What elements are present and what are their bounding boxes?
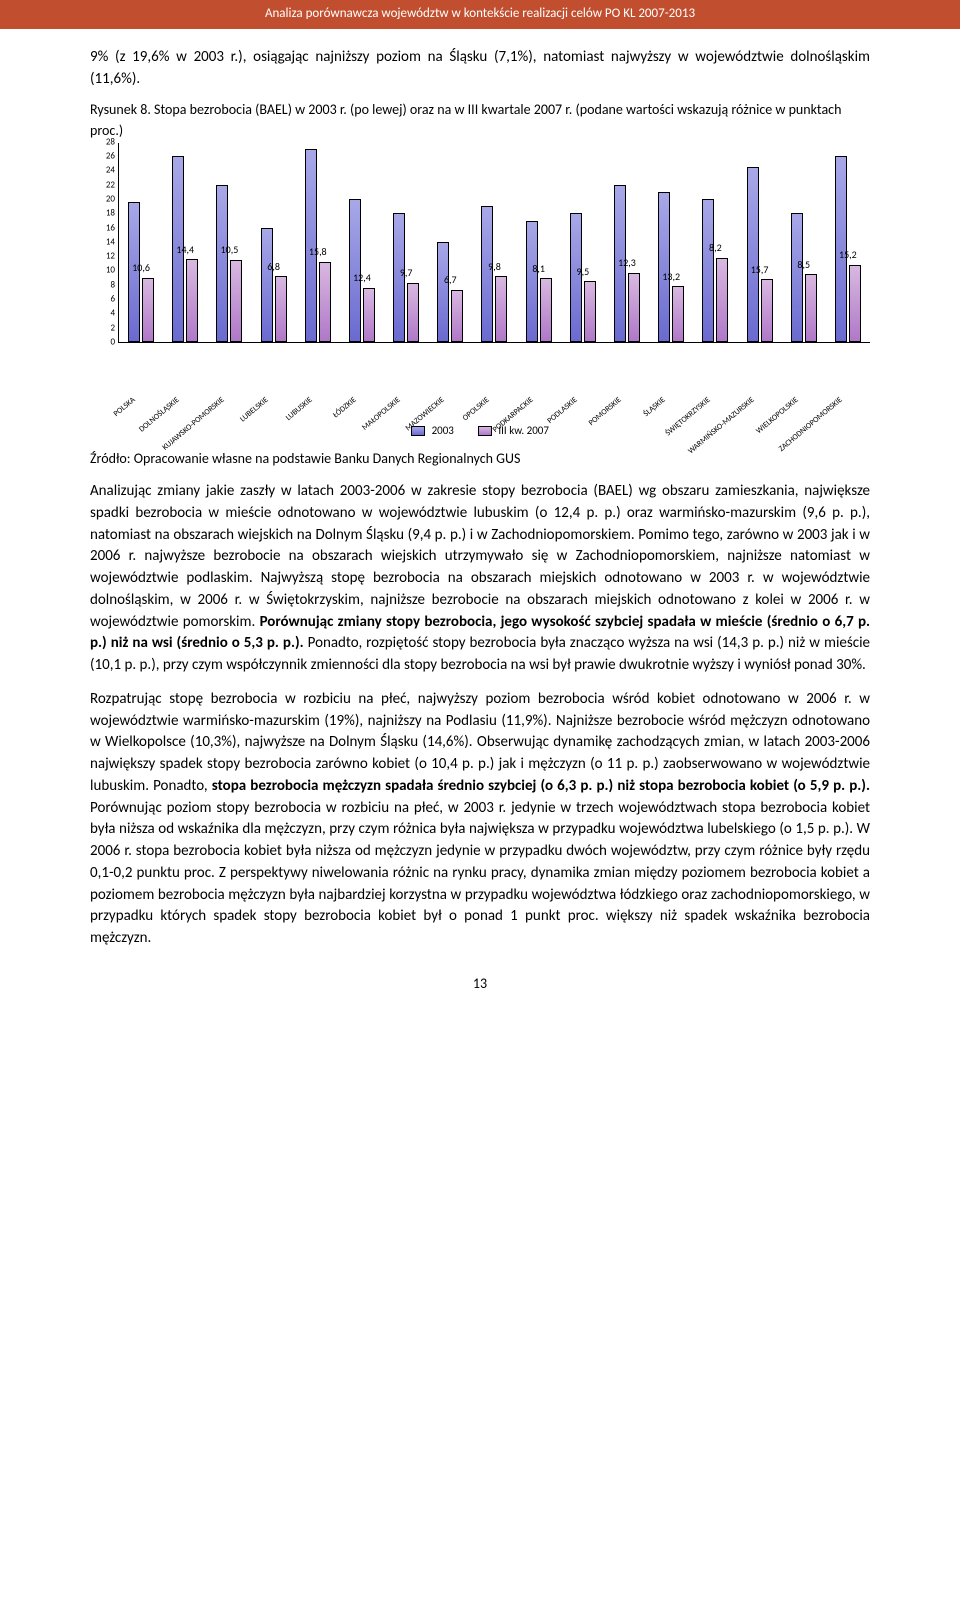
y-tick-label: 0 bbox=[93, 335, 115, 348]
bar-group: 10,5 bbox=[213, 142, 247, 342]
chart-x-labels: POLSKADOLNOŚLĄSKIEKUJAWSKO-POMORSKIELUBE… bbox=[118, 343, 870, 413]
bar-group: 9,8 bbox=[478, 142, 512, 342]
bar-diff-label: 14,4 bbox=[176, 243, 194, 258]
bar-diff-label: 15,2 bbox=[839, 248, 857, 263]
bar-diff-label: 13,2 bbox=[662, 270, 680, 285]
bar-2007 bbox=[849, 265, 861, 342]
p2-bold: stopa bezrobocia mężczyzn spadała średni… bbox=[212, 777, 870, 795]
page-number: 13 bbox=[90, 974, 870, 994]
bar-group: 8,5 bbox=[787, 142, 821, 342]
bar-group: 6,7 bbox=[434, 142, 468, 342]
page-header: Analiza porównawcza województw w kontekś… bbox=[0, 0, 960, 29]
bar-2007 bbox=[230, 260, 242, 342]
y-tick-label: 10 bbox=[93, 264, 115, 277]
figure-caption: Rysunek 8. Stopa bezrobocia (BAEL) w 200… bbox=[90, 100, 870, 141]
chart-source: Źródło: Opracowanie własne na podstawie … bbox=[90, 449, 870, 469]
y-tick-label: 18 bbox=[93, 207, 115, 220]
bar-2007 bbox=[363, 288, 375, 342]
y-tick-label: 6 bbox=[93, 293, 115, 306]
bar-diff-label: 8,1 bbox=[532, 262, 545, 277]
bar-2007 bbox=[495, 276, 507, 342]
bar-diff-label: 6,7 bbox=[444, 273, 457, 288]
legend-item-2007: III kw. 2007 bbox=[478, 423, 549, 439]
y-tick-label: 12 bbox=[93, 250, 115, 263]
bar-2007 bbox=[142, 278, 154, 342]
x-category-label: LUBELSKIE bbox=[238, 395, 271, 426]
y-tick-label: 16 bbox=[93, 221, 115, 234]
bar-2003 bbox=[702, 199, 714, 342]
bar-2003 bbox=[658, 192, 670, 342]
p1-part-a: Analizując zmiany jakie zaszły w latach … bbox=[90, 482, 870, 631]
bar-2003 bbox=[747, 167, 759, 342]
bar-2003 bbox=[526, 221, 538, 342]
bar-group: 14,4 bbox=[168, 142, 202, 342]
bar-group: 10,6 bbox=[124, 142, 158, 342]
bar-diff-label: 9,5 bbox=[577, 265, 590, 280]
bar-2007 bbox=[407, 283, 419, 342]
bar-diff-label: 15,8 bbox=[309, 245, 327, 260]
p2-part-b: Porównując poziom stopy bezrobocia w roz… bbox=[90, 799, 870, 948]
bar-2007 bbox=[540, 278, 552, 342]
bar-group: 6,8 bbox=[257, 142, 291, 342]
y-tick-label: 4 bbox=[93, 307, 115, 320]
bar-2007 bbox=[319, 262, 331, 342]
y-tick-label: 8 bbox=[93, 278, 115, 291]
bar-diff-label: 15,7 bbox=[751, 263, 769, 278]
body-paragraph-2: Rozpatrując stopę bezrobocia w rozbiciu … bbox=[90, 689, 870, 950]
bar-group: 8,2 bbox=[699, 142, 733, 342]
bar-diff-label: 9,7 bbox=[400, 266, 413, 281]
bar-2007 bbox=[716, 258, 728, 342]
bar-diff-label: 10,5 bbox=[221, 243, 239, 258]
x-category-label: POLSKA bbox=[112, 395, 139, 420]
bar-group: 12,4 bbox=[345, 142, 379, 342]
bar-2007 bbox=[451, 290, 463, 342]
bar-2003 bbox=[791, 213, 803, 342]
bar-diff-label: 8,2 bbox=[709, 241, 722, 256]
chart-container: 024681012141618202224262810,614,410,56,8… bbox=[90, 143, 870, 439]
y-tick-label: 26 bbox=[93, 150, 115, 163]
bar-diff-label: 9,8 bbox=[488, 260, 501, 275]
x-category-label: OPOLSKIE bbox=[460, 395, 492, 424]
legend-label-2003: 2003 bbox=[432, 424, 454, 437]
bar-2007 bbox=[275, 276, 287, 342]
bar-2007 bbox=[584, 281, 596, 342]
x-category-label: LUBUSKIE bbox=[284, 395, 316, 424]
y-tick-label: 14 bbox=[93, 235, 115, 248]
page-content: 9% (z 19,6% w 2003 r.), osiągając najniż… bbox=[0, 29, 960, 1014]
y-tick-label: 24 bbox=[93, 164, 115, 177]
bar-group: 13,2 bbox=[654, 142, 688, 342]
bar-diff-label: 6,8 bbox=[267, 260, 280, 275]
bar-2003 bbox=[261, 228, 273, 342]
bar-2007 bbox=[186, 259, 198, 342]
chart-legend: 2003 III kw. 2007 bbox=[90, 423, 870, 439]
bar-group: 9,7 bbox=[389, 142, 423, 342]
body-paragraph-1: Analizując zmiany jakie zaszły w latach … bbox=[90, 481, 870, 677]
y-tick-label: 22 bbox=[93, 178, 115, 191]
bar-diff-label: 8,5 bbox=[797, 258, 810, 273]
bar-2007 bbox=[628, 273, 640, 342]
bar-group: 15,2 bbox=[831, 142, 865, 342]
bar-2007 bbox=[805, 274, 817, 342]
y-tick-label: 28 bbox=[93, 135, 115, 148]
bar-group: 15,7 bbox=[743, 142, 777, 342]
bar-diff-label: 12,3 bbox=[618, 256, 636, 271]
intro-paragraph: 9% (z 19,6% w 2003 r.), osiągając najniż… bbox=[90, 47, 870, 91]
y-tick-label: 20 bbox=[93, 193, 115, 206]
bar-2003 bbox=[437, 242, 449, 342]
bar-diff-label: 12,4 bbox=[353, 271, 371, 286]
bar-group: 12,3 bbox=[610, 142, 644, 342]
bar-group: 9,5 bbox=[566, 142, 600, 342]
bar-diff-label: 10,6 bbox=[132, 261, 150, 276]
bar-group: 8,1 bbox=[522, 142, 556, 342]
y-tick-label: 2 bbox=[93, 321, 115, 334]
x-category-label: ŁÓDZKIE bbox=[331, 395, 359, 421]
bar-2007 bbox=[761, 279, 773, 342]
bar-2003 bbox=[216, 185, 228, 342]
bar-2007 bbox=[672, 286, 684, 342]
legend-swatch-2007 bbox=[478, 426, 492, 436]
bar-group: 15,8 bbox=[301, 142, 335, 342]
x-category-label: ŚLĄSKIE bbox=[642, 395, 669, 420]
chart-plot-area: 024681012141618202224262810,614,410,56,8… bbox=[118, 143, 870, 343]
